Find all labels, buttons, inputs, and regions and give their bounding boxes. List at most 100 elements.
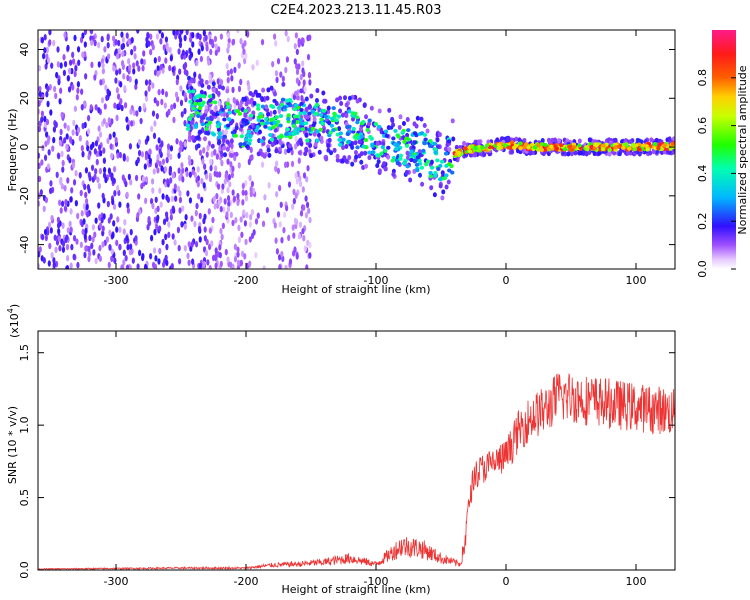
spectrogram-cell — [323, 98, 328, 104]
spectrogram-cell — [428, 138, 433, 143]
spectrogram-cell — [98, 131, 103, 138]
spectrogram-cell — [65, 133, 69, 140]
spectrogram-cell — [337, 137, 342, 142]
spectrogram-cell — [264, 117, 269, 122]
spectrogram-cell — [115, 226, 119, 233]
spectrogram-cell — [110, 172, 114, 179]
spectrogram-cell — [237, 111, 243, 116]
spectrogram-xtick-label: 0 — [503, 274, 510, 287]
spectrogram-cell — [293, 246, 297, 253]
spectrogram-cell — [248, 174, 252, 182]
spectrogram-cell — [81, 150, 85, 158]
snr-multiplier-close: ) — [8, 304, 21, 308]
spectrogram-cell — [233, 66, 237, 74]
spectrogram-cell — [164, 57, 168, 64]
spectrogram-cell — [41, 144, 45, 152]
spectrogram-cell — [210, 143, 215, 149]
spectrogram-cell — [291, 124, 296, 129]
spectrogram-cell — [250, 180, 255, 188]
spectrogram-cell — [178, 68, 182, 75]
spectrogram-cell — [266, 147, 271, 153]
spectrogram-cell — [100, 97, 105, 104]
spectrogram-cell — [225, 88, 230, 94]
spectrogram-cell — [419, 116, 424, 122]
spectrogram-cell — [293, 217, 298, 225]
spectrogram-cell — [477, 139, 482, 145]
spectrogram-cell — [249, 97, 254, 103]
spectrogram-cell — [250, 208, 255, 216]
spectrogram-cell — [432, 141, 438, 146]
spectrogram-cell — [71, 84, 75, 91]
spectrogram-cell — [130, 48, 134, 56]
spectrogram-cell — [78, 135, 82, 142]
spectrogram-cell — [84, 167, 89, 174]
spectrogram-cell — [75, 94, 79, 101]
spectrogram-cell — [294, 143, 298, 150]
spectrogram-cell — [135, 60, 139, 67]
spectrogram-cell — [193, 220, 197, 228]
spectrogram-cell — [123, 85, 127, 92]
spectrogram-cell — [126, 74, 130, 82]
spectrogram-cell — [332, 111, 337, 116]
spectrogram-cell — [86, 114, 91, 122]
spectrogram-cell — [331, 128, 336, 133]
spectrogram-cell — [347, 109, 352, 114]
spectrogram-cell — [265, 120, 270, 125]
spectrogram-cell — [177, 48, 181, 55]
spectrogram-cell — [304, 212, 309, 219]
spectrogram-cell — [112, 203, 117, 210]
spectrogram-cell — [217, 46, 221, 53]
spectrogram-xtick-label: 100 — [626, 274, 647, 287]
spectrogram-cell — [607, 151, 612, 157]
spectrogram-cell — [346, 139, 352, 144]
spectrogram-cell — [362, 102, 367, 108]
spectrogram-cell — [183, 223, 187, 230]
spectrogram-cell — [97, 182, 101, 190]
spectrogram-cell — [200, 177, 204, 185]
spectrogram-cell — [432, 192, 437, 198]
spectrogram-cell — [106, 137, 110, 145]
spectrogram-cell — [226, 158, 230, 165]
spectrogram-cell — [217, 135, 222, 140]
spectrogram-cell — [462, 140, 467, 146]
spectrogram-cell — [184, 214, 188, 221]
spectrogram-cell — [217, 100, 221, 107]
spectrogram-cell — [279, 71, 283, 78]
spectrogram-cell — [188, 197, 193, 204]
spectrogram-cell — [131, 257, 135, 264]
spectrogram-cell — [278, 113, 284, 118]
spectrogram-cell — [518, 141, 523, 146]
spectrogram-cell — [181, 49, 185, 56]
spectrogram-cell — [70, 243, 74, 251]
spectrogram-cell — [164, 91, 169, 98]
spectrogram-cell — [40, 116, 44, 123]
spectrogram-cell — [194, 209, 198, 217]
spectrogram-cell — [351, 126, 356, 131]
spectrogram-cell — [97, 125, 101, 132]
spectrogram-cell — [270, 104, 276, 109]
spectrogram-cell — [45, 53, 49, 60]
spectrogram-cell — [132, 62, 136, 69]
spectrogram-cell — [229, 161, 233, 168]
spectrogram-cell — [214, 262, 218, 269]
spectrogram-cell — [45, 118, 50, 126]
spectrogram-cell — [300, 127, 306, 132]
spectrogram-cell — [45, 91, 49, 98]
spectrogram-cell — [163, 102, 167, 109]
spectrogram-cell — [635, 137, 640, 143]
spectrogram-cell — [66, 75, 70, 82]
spectrogram-cell — [126, 207, 130, 214]
spectrogram-cell — [274, 148, 279, 154]
spectrogram-cell — [398, 114, 403, 120]
spectrogram-cell — [310, 109, 316, 114]
spectrogram-cell — [347, 154, 352, 160]
spectrogram-cell — [248, 221, 253, 228]
spectrogram-cell — [577, 138, 582, 144]
spectrogram-cell — [165, 211, 169, 218]
spectrogram-cell — [137, 149, 142, 157]
spectrogram-cell — [282, 211, 287, 218]
spectrogram-cell — [83, 41, 87, 48]
spectrogram-cell — [229, 211, 233, 219]
spectrogram-cell — [297, 150, 302, 156]
spectrogram-cell — [227, 117, 232, 122]
